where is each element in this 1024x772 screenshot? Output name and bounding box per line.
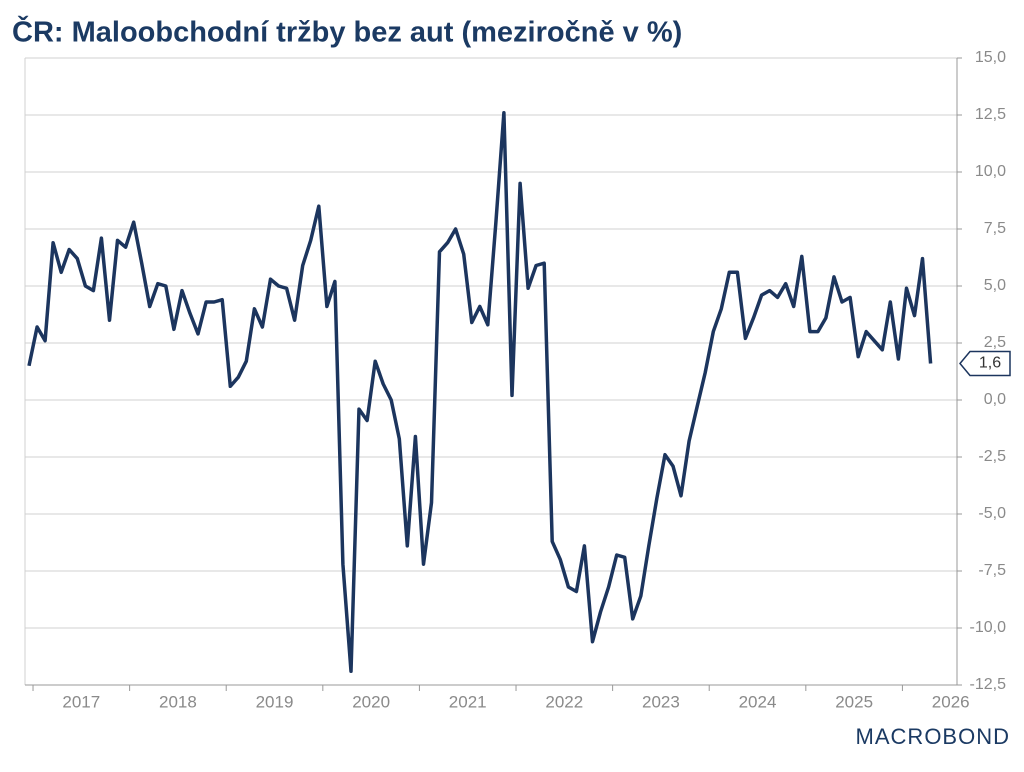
- x-tick-label: 2025: [835, 692, 873, 711]
- x-tick-label: 2021: [449, 692, 487, 711]
- x-tick-label: 2022: [545, 692, 583, 711]
- x-tick-label: 2017: [62, 692, 100, 711]
- y-tick-label: 12,5: [975, 106, 1006, 123]
- y-tick-label: -5,0: [978, 505, 1006, 522]
- brand-logo: MACROBOND: [856, 724, 1010, 749]
- x-tick-label: 2024: [739, 692, 777, 711]
- y-tick-label: 10,0: [975, 163, 1006, 180]
- y-tick-label: -2,5: [978, 448, 1006, 465]
- y-tick-label: 5,0: [984, 277, 1006, 294]
- x-tick-label: 2019: [256, 692, 294, 711]
- x-tick-label: 2020: [352, 692, 390, 711]
- y-tick-label: 2,5: [984, 334, 1006, 351]
- last-value-callout: [959, 350, 1011, 377]
- last-value-label: 1,6: [979, 355, 1001, 372]
- y-tick-label: -10,0: [970, 619, 1007, 636]
- y-tick-label: 15,0: [975, 49, 1006, 66]
- x-tick-label: 2026: [932, 692, 970, 711]
- y-tick-label: 0,0: [984, 391, 1006, 408]
- y-tick-label: -7,5: [978, 562, 1006, 579]
- x-tick-label: 2023: [642, 692, 680, 711]
- y-tick-label: -12,5: [970, 676, 1007, 693]
- chart-title: ČR: Maloobchodní tržby bez aut (meziročn…: [12, 15, 682, 49]
- data-line: [27, 110, 933, 674]
- y-tick-label: 7,5: [984, 220, 1006, 237]
- x-tick-label: 2018: [159, 692, 197, 711]
